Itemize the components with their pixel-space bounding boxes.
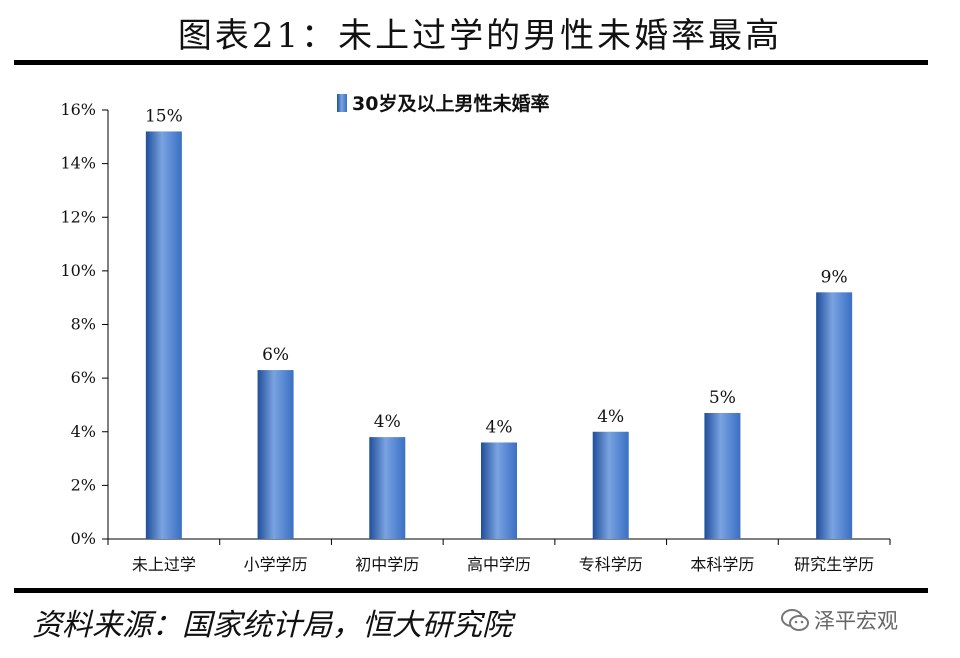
x-tick-label: 本科学历 bbox=[690, 555, 754, 574]
legend-label: 30岁及以上男性未婚率 bbox=[352, 92, 549, 115]
data-label: 4% bbox=[597, 407, 624, 427]
chart-title: 图表21：未上过学的男性未婚率最高 bbox=[177, 16, 783, 56]
watermark-text: 泽平宏观 bbox=[814, 609, 898, 633]
y-tick-label: 10% bbox=[60, 261, 96, 280]
data-labels: 15% 6% 4% 4% 4% 5% 9% bbox=[145, 106, 848, 437]
data-label: 6% bbox=[262, 345, 289, 365]
source-note: 资料来源：国家统计局，恒大研究院 bbox=[32, 608, 512, 643]
y-axis: 0% 2% 4% 6% 8% 10% 12% 14% 16% bbox=[60, 100, 109, 548]
x-tick-label: 研究生学历 bbox=[794, 555, 874, 574]
y-tick-label: 0% bbox=[71, 529, 96, 548]
data-label: 5% bbox=[709, 388, 736, 408]
footer-rule bbox=[14, 588, 928, 593]
y-tick-label: 6% bbox=[71, 368, 96, 387]
x-tick-label: 未上过学 bbox=[132, 555, 196, 574]
data-label: 9% bbox=[821, 267, 848, 287]
y-tick-label: 14% bbox=[60, 154, 96, 173]
title-rule bbox=[14, 60, 928, 65]
y-tick-label: 4% bbox=[71, 422, 96, 441]
data-label: 4% bbox=[374, 412, 401, 432]
bar bbox=[257, 370, 294, 539]
x-tick-label: 专科学历 bbox=[579, 555, 643, 574]
data-label: 15% bbox=[145, 106, 183, 126]
x-tick-label: 高中学历 bbox=[467, 555, 531, 574]
bar bbox=[481, 442, 517, 539]
watermark: 泽平宏观 bbox=[780, 602, 898, 638]
y-tick-label: 16% bbox=[60, 100, 96, 119]
bar bbox=[145, 131, 182, 539]
x-tick-label: 小学学历 bbox=[244, 555, 308, 574]
y-tick-label: 2% bbox=[71, 475, 96, 494]
bars bbox=[145, 131, 853, 539]
data-label: 4% bbox=[486, 417, 513, 437]
bar bbox=[592, 431, 629, 539]
y-tick-label: 12% bbox=[60, 207, 96, 226]
x-axis: 未上过学 小学学历 初中学历 高中学历 专科学历 本科学历 研究生学历 bbox=[107, 538, 891, 574]
bar bbox=[704, 412, 741, 539]
y-tick-label: 8% bbox=[71, 315, 96, 334]
x-tick-label: 初中学历 bbox=[355, 555, 419, 574]
bar-chart: 30岁及以上男性未婚率 0% 2% 4% 6% 8% 10% 12% 14% 16% 未上过学 小… bbox=[60, 92, 891, 574]
bar bbox=[816, 292, 853, 539]
bar bbox=[369, 437, 406, 539]
legend-swatch bbox=[337, 94, 347, 112]
wechat-icon bbox=[781, 609, 809, 631]
legend: 30岁及以上男性未婚率 bbox=[337, 92, 549, 115]
